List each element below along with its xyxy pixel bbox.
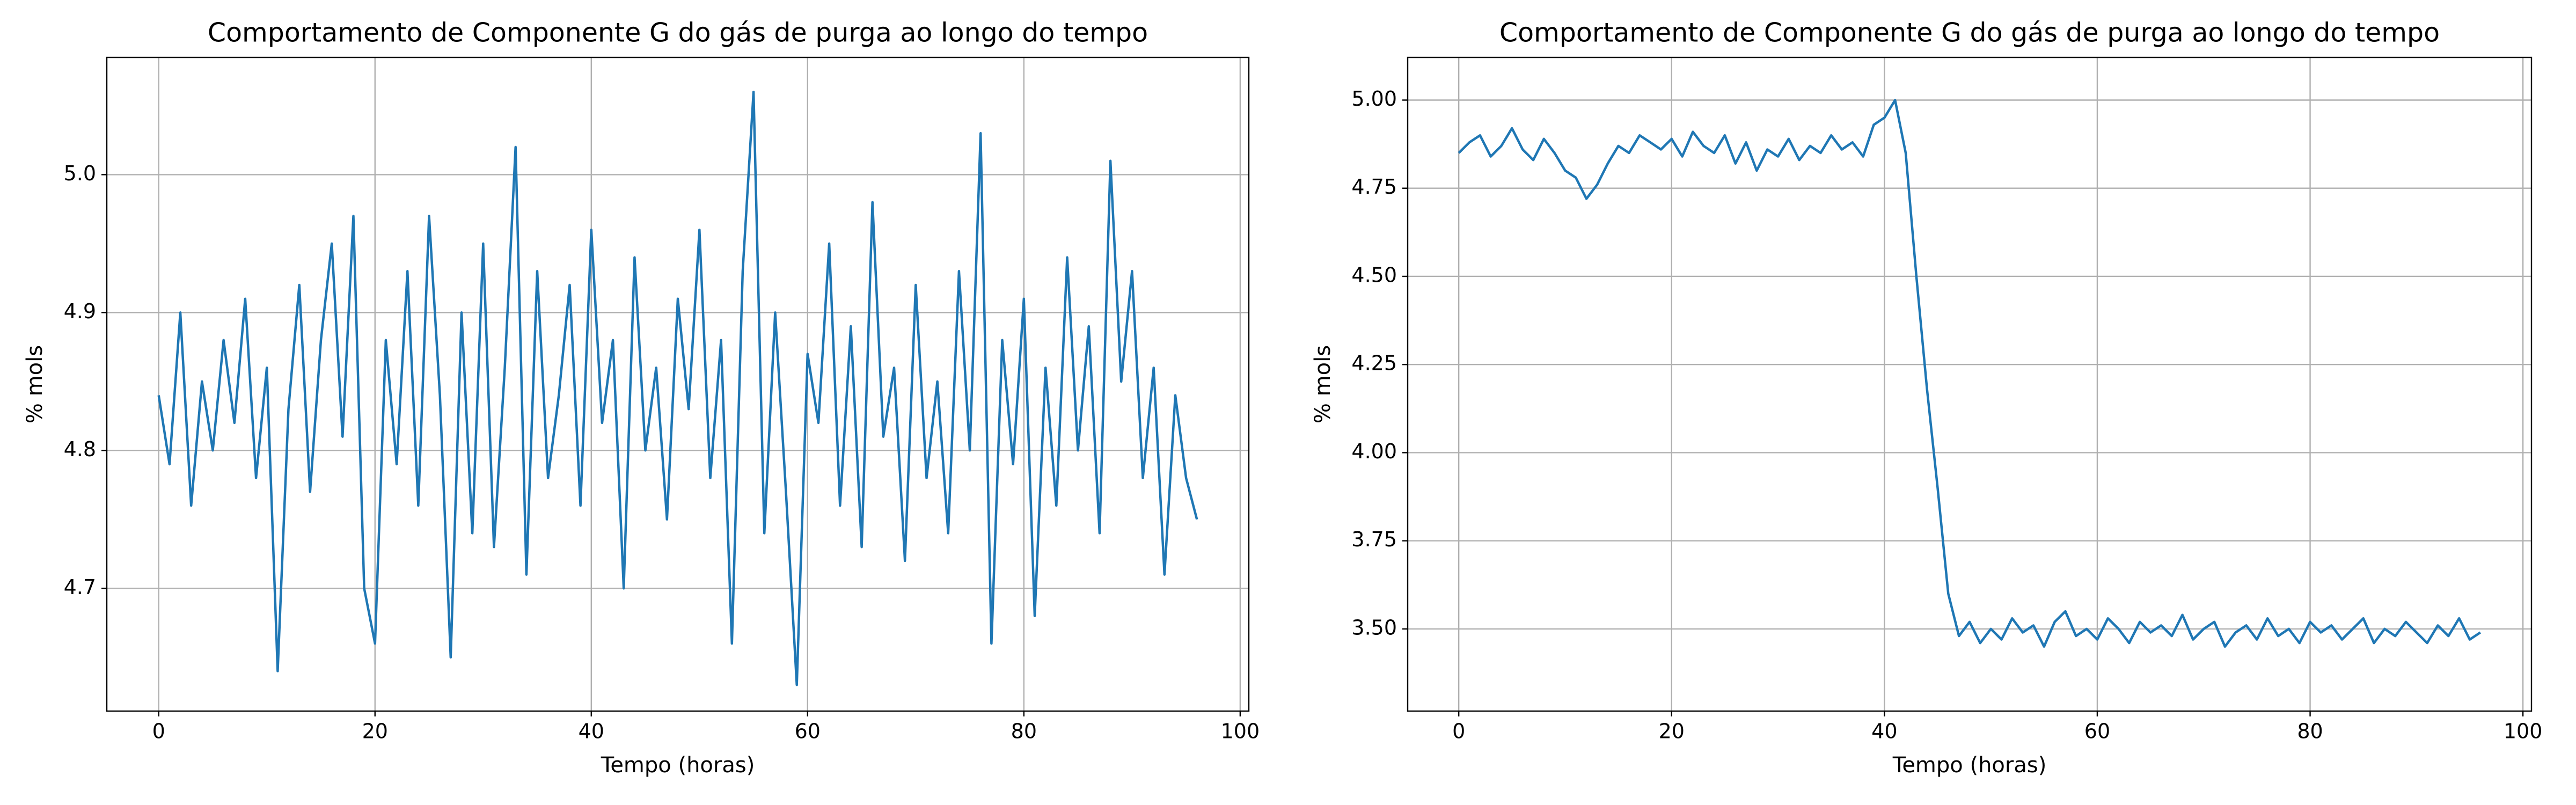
x-tick-label: 60 [795,720,821,743]
y-axis-label: % mols [23,345,47,423]
y-tick-label: 4.25 [1351,352,1397,375]
y-tick-label: 4.8 [64,437,96,461]
x-axis-label: Tempo (horas) [601,753,755,778]
y-axis-label: % mols [1311,345,1335,423]
y-tick-label: 5.00 [1351,87,1397,111]
data-line [157,90,1198,686]
y-tick-label: 4.9 [64,299,96,323]
y-tick-label: 4.00 [1351,440,1397,463]
axes-frame [1407,56,2533,712]
x-tick-label: 0 [152,720,165,743]
y-tick-label: 3.75 [1351,528,1397,551]
x-tick-label: 60 [2084,720,2110,743]
x-tick-label: 0 [1452,720,1465,743]
chart-title: Comportamento de Componente G do gás de … [208,18,1148,48]
y-tick-label: 5.0 [64,162,96,185]
x-tick-label: 80 [2297,720,2323,743]
chart-title: Comportamento de Componente G do gás de … [1499,18,2440,48]
data-line [1458,99,2482,648]
y-tick-label: 3.50 [1351,616,1397,639]
x-tick-label: 20 [1659,720,1685,743]
y-tick-label: 4.7 [64,575,96,599]
x-tick-label: 40 [1871,720,1897,743]
x-axis-label: Tempo (horas) [1892,753,2047,778]
x-tick-label: 40 [579,720,604,743]
x-tick-label: 80 [1011,720,1037,743]
axes-frame [106,56,1250,712]
x-tick-label: 100 [1221,720,1260,743]
x-tick-label: 20 [362,720,388,743]
y-tick-label: 4.50 [1351,263,1397,287]
y-tick-label: 4.75 [1351,175,1397,199]
x-tick-label: 100 [2504,720,2543,743]
